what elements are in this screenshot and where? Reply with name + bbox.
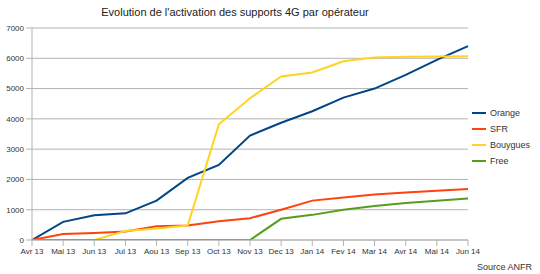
svg-text:Sep 13: Sep 13 [175,247,201,256]
svg-text:3000: 3000 [8,145,25,154]
svg-text:Jun 13: Jun 13 [82,247,107,256]
html-text:SFR: SFR [490,124,508,134]
svg-text:6000: 6000 [8,54,25,63]
svg-text:Nov 13: Nov 13 [237,247,263,256]
svg-text:2000: 2000 [8,175,25,184]
svg-text:Dec 13: Dec 13 [268,247,294,256]
svg-text:7000: 7000 [8,24,25,33]
svg-text:Mar 14: Mar 14 [362,247,387,256]
svg-text:5000: 5000 [8,84,25,93]
svg-text:Jun 14: Jun 14 [456,247,481,256]
svg-text:0: 0 [20,236,25,245]
svg-text:4000: 4000 [8,115,25,124]
svg-text:Fev 14: Fev 14 [331,247,356,256]
svg-text:Aou 13: Aou 13 [144,247,170,256]
svg-text:Avr 14: Avr 14 [394,247,418,256]
html-text:Orange: Orange [490,108,520,118]
html-text:Evolution de l'activation des: Evolution de l'activation des supports 4… [101,6,369,18]
html-text:Free: Free [490,156,509,166]
svg-text:Avr 13: Avr 13 [21,247,45,256]
html-text:Source ANFR: Source ANFR [477,262,532,272]
svg-text:Mai 13: Mai 13 [51,247,76,256]
svg-text:Jul 13: Jul 13 [115,247,137,256]
svg-text:Mai 14: Mai 14 [425,247,450,256]
svg-text:Jan 14: Jan 14 [300,247,325,256]
html-text:Bouygues: Bouygues [490,140,530,150]
svg-text:Oct 13: Oct 13 [207,247,231,256]
svg-text:1000: 1000 [8,206,25,215]
